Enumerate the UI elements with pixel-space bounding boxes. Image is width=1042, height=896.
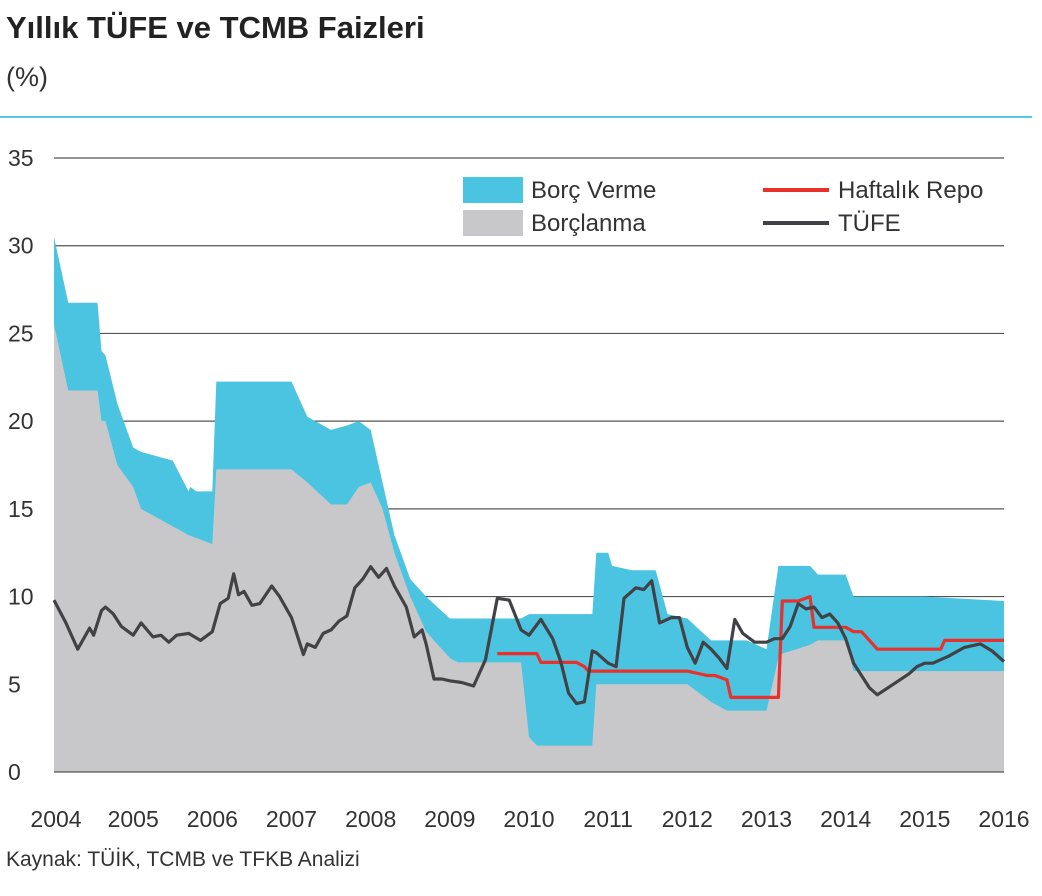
chart-title: Yıllık TÜFE ve TCMB Faizleri [6, 10, 425, 45]
y-tick-labels: 0 5 10 15 20 25 30 35 [8, 145, 34, 785]
x-tick-labels: 2004 2005 2006 2007 2008 2009 2010 2011 2012 2013… [30, 806, 1029, 832]
x-tick-label: 2007 [266, 806, 317, 832]
legend: Borç Verme Borçlanma Haftalık Repo TÜFE [463, 177, 983, 237]
y-tick-label: 0 [8, 759, 21, 785]
legend-label-haftalik-repo: Haftalık Repo [838, 177, 983, 204]
line-tufe [52, 565, 1006, 706]
x-tick-label: 2011 [583, 806, 632, 832]
x-tick-label: 2013 [741, 806, 792, 832]
y-tick-label: 5 [8, 671, 21, 697]
x-tick-label: 2004 [30, 806, 81, 832]
line-haftalik-repo [497, 594, 1004, 700]
y-tick-label: 35 [8, 145, 34, 171]
legend-swatch-borclanma [463, 210, 523, 236]
band-borclanma [54, 324, 1004, 772]
x-tick-label: 2008 [345, 806, 396, 832]
series-lines [52, 565, 1006, 706]
y-tick-label: 10 [8, 584, 34, 610]
x-tick-label: 2016 [978, 806, 1029, 832]
y-tick-label: 20 [8, 408, 34, 434]
y-tick-label: 30 [8, 233, 34, 259]
x-tick-label: 2006 [187, 806, 238, 832]
chart-unit: (%) [6, 62, 48, 92]
x-tick-label: 2005 [108, 806, 159, 832]
bands [54, 236, 1004, 772]
x-tick-label: 2009 [424, 806, 475, 832]
x-tick-label: 2014 [820, 806, 871, 832]
x-tick-label: 2012 [662, 806, 713, 832]
x-tick-label: 2010 [503, 806, 554, 832]
x-tick-label: 2015 [899, 806, 950, 832]
y-tick-label: 15 [8, 496, 34, 522]
legend-label-tufe: TÜFE [838, 210, 901, 237]
header-divider [0, 116, 1032, 118]
source-note: Kaynak: TÜİK, TCMB ve TFKB Analizi [6, 848, 360, 871]
legend-label-borc-verme: Borç Verme [531, 177, 656, 204]
y-tick-label: 25 [8, 320, 34, 346]
legend-swatch-borc-verme [463, 177, 523, 203]
legend-label-borclanma: Borçlanma [531, 210, 646, 237]
